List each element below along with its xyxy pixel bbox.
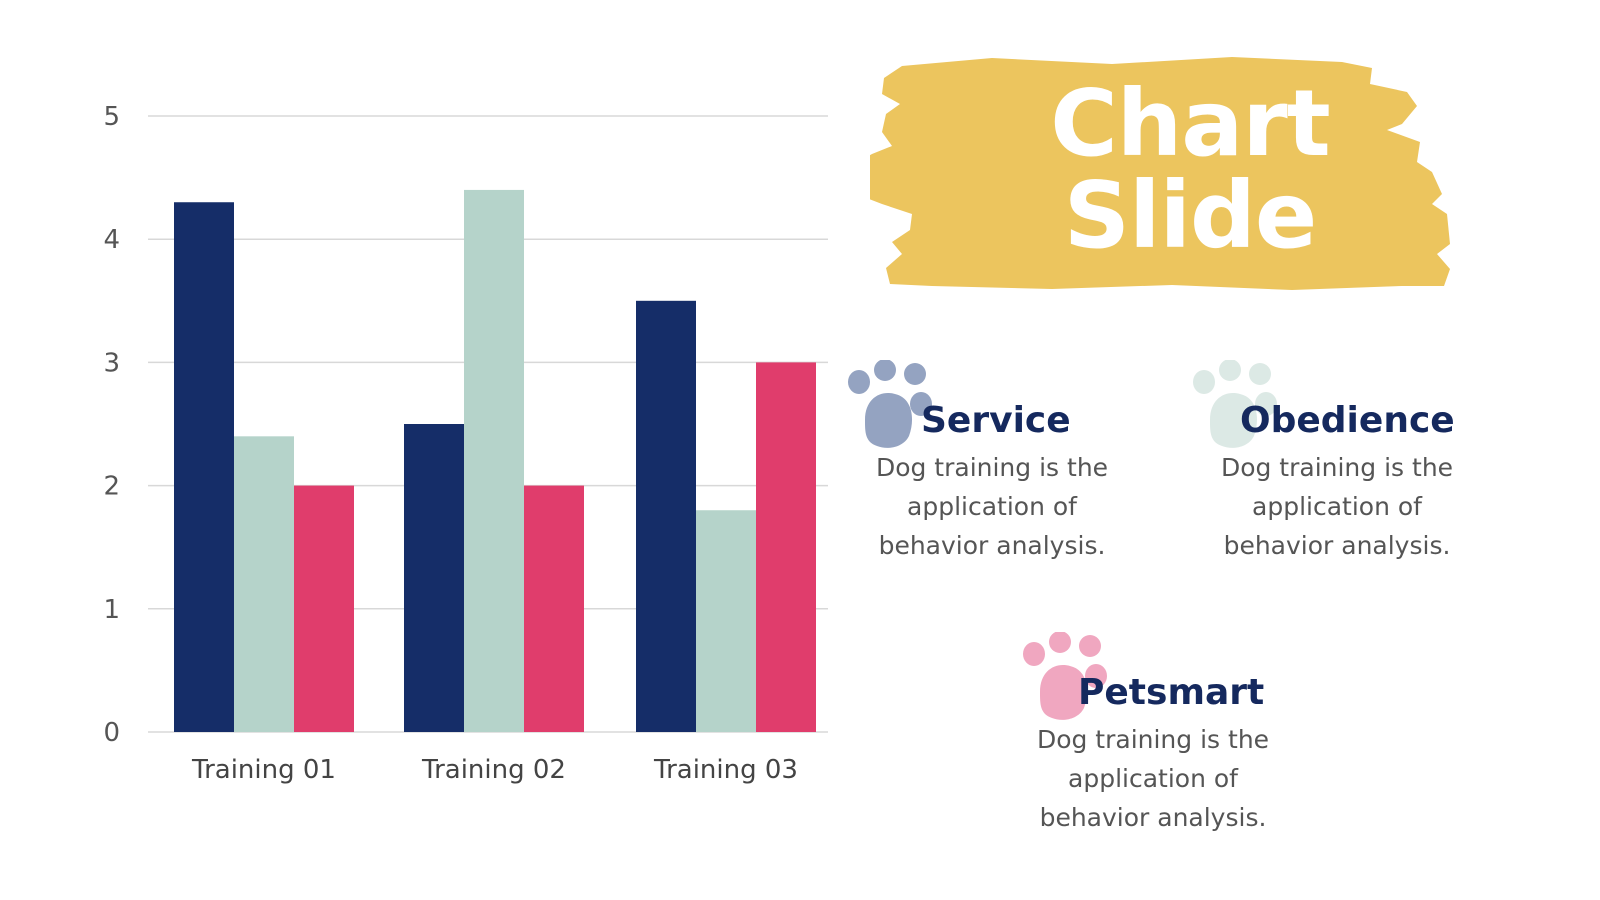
item-description: Dog training is the application of behav… bbox=[1003, 720, 1303, 837]
bar-3-series-3 bbox=[756, 362, 816, 732]
desc-line: Dog training is the bbox=[1220, 453, 1454, 482]
desc-line: application of bbox=[1252, 492, 1422, 521]
title-line-1: Chart bbox=[1050, 70, 1330, 177]
y-axis-ticks: 0 1 2 3 4 5 bbox=[103, 102, 120, 748]
bar-1-series-2 bbox=[234, 436, 294, 732]
item-description: Dog training is the application of behav… bbox=[1187, 448, 1487, 565]
x-category-label: Training 01 bbox=[191, 755, 336, 785]
brush-stroke-shape bbox=[870, 57, 1450, 290]
item-heading: Obedience bbox=[1240, 400, 1455, 441]
paw-print-icon bbox=[1193, 360, 1277, 448]
x-category-label: Training 03 bbox=[653, 755, 798, 785]
desc-line: Dog training is the bbox=[875, 453, 1109, 482]
x-axis-categories: Training 01 Training 02 Training 03 bbox=[191, 755, 798, 785]
bar-3-series-1 bbox=[636, 300, 696, 732]
bar-chart: 0 1 2 3 4 5 Training 01 Training 02 Training 03 bbox=[103, 102, 828, 785]
bar-2-series-3 bbox=[524, 485, 584, 732]
chart-bars bbox=[174, 189, 816, 733]
item-description: Dog training is the application of behav… bbox=[842, 448, 1142, 565]
bar-2-series-2 bbox=[464, 189, 524, 733]
desc-line: application of bbox=[1068, 764, 1238, 793]
bar-1-series-3 bbox=[294, 485, 354, 732]
title-block: Chart Slide bbox=[870, 50, 1490, 300]
item-heading: Service bbox=[921, 400, 1071, 441]
paw-print-icon bbox=[1023, 632, 1107, 720]
x-category-label: Training 02 bbox=[421, 755, 566, 785]
desc-line: application of bbox=[907, 492, 1077, 521]
y-tick-label: 5 bbox=[103, 102, 120, 132]
bar-3-series-2 bbox=[696, 510, 756, 732]
desc-line: behavior analysis. bbox=[1039, 803, 1267, 832]
y-tick-label: 3 bbox=[103, 348, 120, 378]
y-tick-label: 0 bbox=[103, 718, 120, 748]
y-tick-label: 2 bbox=[103, 472, 120, 502]
desc-line: behavior analysis. bbox=[1223, 531, 1451, 560]
y-tick-label: 1 bbox=[103, 595, 120, 625]
title-line-2: Slide bbox=[1063, 162, 1318, 269]
y-tick-label: 4 bbox=[103, 225, 120, 255]
bar-2-series-1 bbox=[404, 424, 464, 732]
desc-line: Dog training is the bbox=[1036, 725, 1270, 754]
item-heading: Petsmart bbox=[1078, 672, 1265, 713]
paw-print-icon bbox=[848, 360, 932, 448]
bar-1-series-1 bbox=[174, 202, 234, 733]
brush-stroke-background bbox=[870, 57, 1450, 290]
desc-line: behavior analysis. bbox=[878, 531, 1106, 560]
